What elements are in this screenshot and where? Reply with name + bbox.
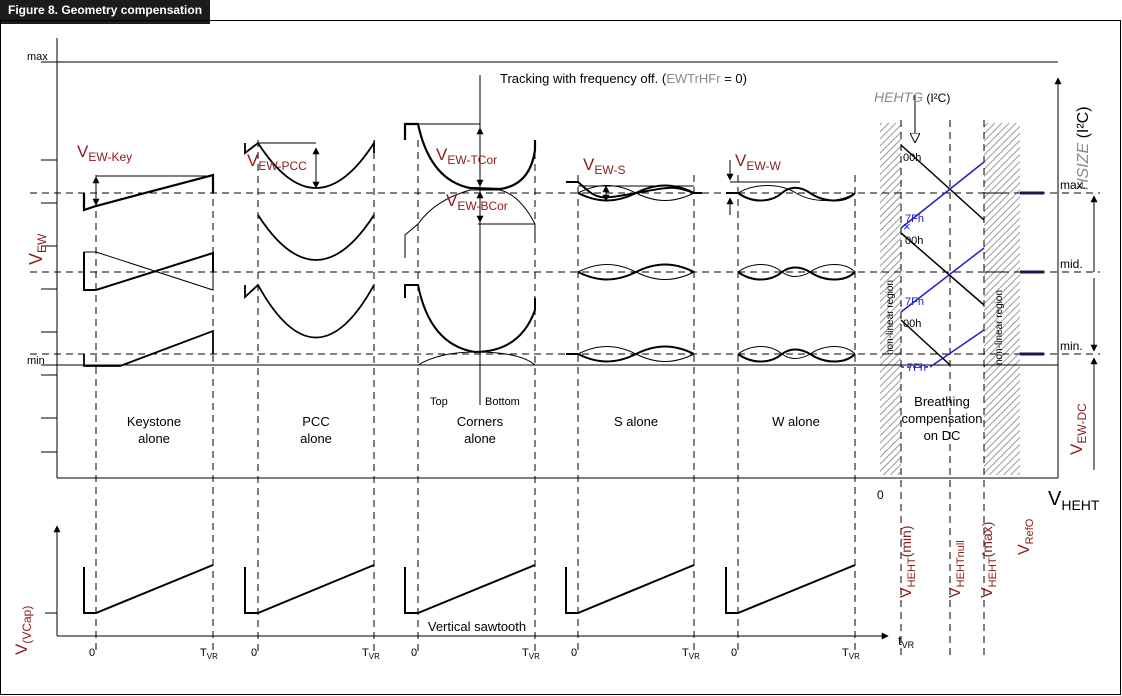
breathing-black-lines — [900, 144, 985, 366]
vew-key-label: VEW-Key — [77, 142, 132, 164]
corners-caption-1: Corners — [457, 414, 504, 429]
top-label: Top — [430, 396, 448, 408]
nonlinear-region-left — [880, 123, 901, 475]
hex-7fh-1: 7Fh — [905, 213, 924, 225]
tvr-2: TVR — [362, 647, 380, 661]
heht-zero: 0 — [877, 488, 884, 502]
s-panel-waveforms — [566, 181, 702, 363]
vheht-max-label: VHEHT(max) — [979, 522, 999, 598]
nonlinear-region-right — [984, 123, 1020, 475]
corners-caption-2: alone — [464, 431, 496, 446]
dashed-levels — [30, 192, 1100, 355]
dashed-time-lines — [95, 120, 985, 655]
figure-frame — [0, 20, 1121, 695]
vheht-axis-label: VHEHT — [1048, 488, 1100, 513]
vew-axis-label: VEW — [26, 233, 49, 265]
hex-7fh-3: 7Fh — [907, 362, 926, 374]
tvr-4: TVR — [682, 647, 700, 661]
breathing-ticks — [984, 192, 1008, 273]
pcc-panel-waveforms — [244, 139, 375, 339]
upper-axes — [41, 38, 1058, 479]
sawtooth-waveforms — [83, 564, 856, 614]
keystone-caption-1: Keystone — [127, 414, 181, 429]
level-min: min. — [1060, 339, 1083, 353]
vew-pcc-label: VEW-PCC — [247, 151, 307, 173]
bottom-label: Bottom — [485, 396, 520, 408]
lower-axes — [45, 525, 889, 640]
breathing-blue-lines — [900, 161, 985, 368]
zero-5: 0 — [731, 647, 737, 659]
breathing-caption-1: Breathing — [914, 394, 970, 409]
corners-panel-waveforms — [403, 122, 537, 366]
vew-bcor-label: VEW-BCor — [446, 191, 508, 213]
nonlinear-label-right: non-linear region — [994, 290, 1005, 365]
w-panel-waveforms — [726, 185, 856, 363]
text-labels: max min Tracking with frequency off. (EW… — [12, 51, 1100, 661]
tracking-text: Tracking with frequency off. (EWTrHFr = … — [500, 71, 747, 86]
vew-w-label: VEW-W — [735, 151, 781, 173]
vew-s-label: VEW-S — [583, 155, 625, 177]
hsize-label: HSIZE (I²C) — [1075, 106, 1092, 190]
vrefo-label: VRefO — [1016, 518, 1036, 555]
cross-marker: × — [903, 219, 911, 234]
level-mid: mid. — [1060, 257, 1083, 271]
zero-3: 0 — [411, 647, 417, 659]
pcc-caption-2: alone — [300, 431, 332, 446]
tvr-3: TVR — [522, 647, 540, 661]
level-max: max. — [1060, 178, 1086, 192]
w-caption: W alone — [772, 414, 820, 429]
max-label: max — [27, 51, 48, 63]
tvr-5: TVR — [842, 647, 860, 661]
zero-4: 0 — [571, 647, 577, 659]
hsize-level-markers — [1020, 191, 1044, 356]
breathing-caption-2: compensation — [902, 411, 983, 426]
vew-dc-label: VEW-DC — [1067, 403, 1089, 455]
hex-00h-2: 00h — [905, 235, 923, 247]
hehtg-label: HEHTG (I²C) — [874, 89, 950, 105]
sawtooth-caption: Vertical sawtooth — [428, 619, 526, 634]
hex-00h-3: 00h — [903, 318, 921, 330]
vcap-label: V(VCap) — [12, 606, 34, 655]
keystone-caption-2: alone — [138, 431, 170, 446]
zero-1: 0 — [89, 647, 95, 659]
nonlinear-label-left: non-linear region — [885, 280, 896, 355]
tvr-1: TVR — [200, 647, 218, 661]
zero-2: 0 — [251, 647, 257, 659]
s-caption: S alone — [614, 414, 658, 429]
hex-7fh-2: 7Fh — [905, 296, 924, 308]
vheht-min-label: VHEHT(min) — [898, 525, 918, 598]
min-label: min — [27, 355, 45, 367]
vew-tcor-label: VEW-TCor — [436, 145, 497, 167]
vheht-null-label: VHEHTnull — [947, 540, 967, 598]
tvr-axis-label: tVR — [898, 633, 915, 650]
keystone-panel-waveforms — [82, 173, 215, 367]
hex-00h-1: 00h — [903, 152, 921, 164]
pcc-caption-1: PCC — [302, 414, 329, 429]
breathing-caption-3: on DC — [924, 428, 961, 443]
